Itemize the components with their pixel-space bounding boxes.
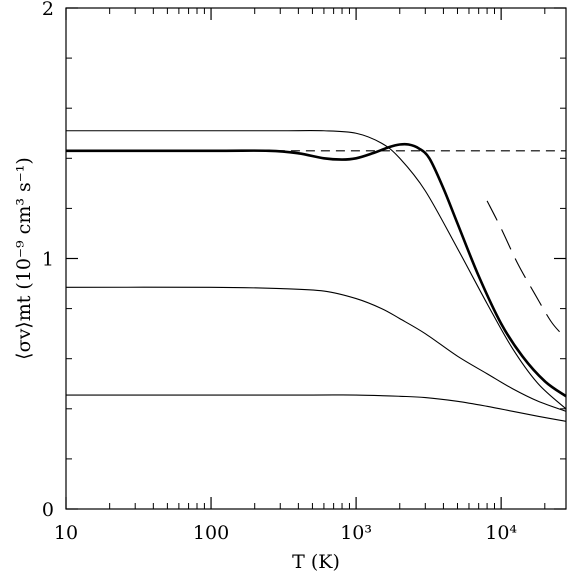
y-tick-label: 0 [42, 499, 54, 521]
x-axis-label: T (K) [292, 551, 340, 573]
plot-frame [65, 7, 567, 510]
y-axis-label: ⟨σv⟩mt (10⁻⁹ cm³ s⁻¹) [13, 157, 35, 360]
x-tick-label: 10³ [340, 522, 372, 544]
series-line-6 [66, 394, 567, 422]
x-tick-label: 10⁴ [485, 522, 517, 544]
x-tick-label: 100 [193, 522, 229, 544]
minor-ticks [66, 8, 566, 509]
tick-labels: 10 100 10³ 10⁴ 0 1 2 [42, 0, 518, 544]
series-line-2 [65, 142, 567, 398]
series-line-5 [65, 286, 567, 412]
x-tick-label: 10 [54, 522, 78, 544]
y-tick-label: 2 [42, 0, 54, 20]
y-tick-label: 1 [42, 249, 54, 271]
series-line-4 [486, 200, 562, 335]
series-line-1 [65, 130, 567, 410]
major-ticks [65, 7, 566, 510]
series-group [65, 130, 567, 422]
